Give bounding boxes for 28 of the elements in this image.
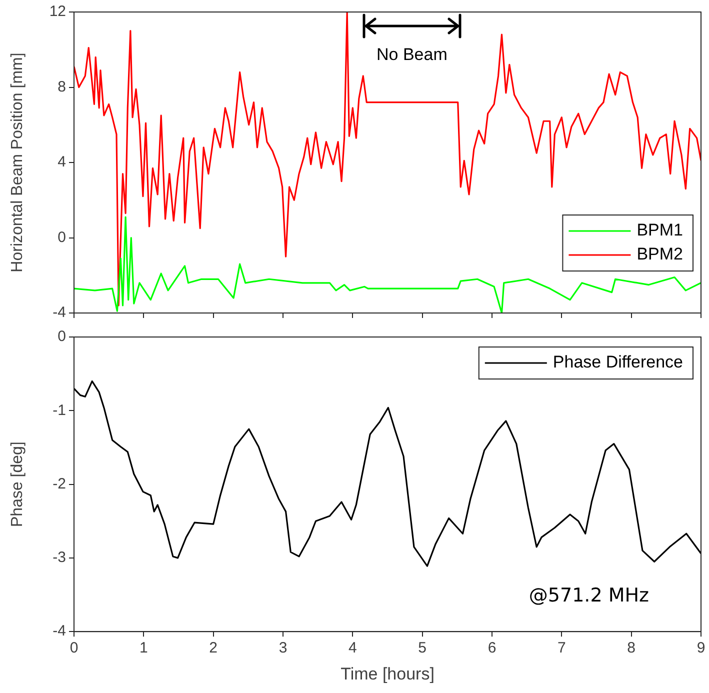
- legend-label: BPM1: [636, 220, 684, 240]
- x-tick-label: 7: [557, 640, 566, 657]
- annotation: @571.2 MHz: [528, 584, 650, 607]
- y-tick-label: -4: [52, 622, 66, 640]
- y-tick-label: 4: [58, 154, 66, 171]
- legend-label: Phase Difference: [552, 352, 684, 372]
- x-tick-label: 1: [139, 640, 148, 657]
- y-axis-title: Horizontal Beam Position [mm]: [9, 52, 26, 272]
- x-tick-label: 6: [488, 640, 496, 657]
- annotation: No Beam: [376, 45, 448, 64]
- x-tick-label: 0: [70, 640, 78, 657]
- y-tick-label: 0: [58, 328, 66, 346]
- x-tick-label: 4: [348, 640, 357, 657]
- x-tick-label: 3: [278, 640, 288, 657]
- y-tick-label: -1: [52, 402, 66, 419]
- x-tick-label: 2: [209, 640, 218, 657]
- x-axis-title: Time [hours]: [340, 664, 434, 684]
- y-axis-title: Phase [deg]: [9, 442, 26, 528]
- legend-label: BPM2: [636, 244, 684, 264]
- y-tick-label: 0: [58, 228, 66, 246]
- x-tick-label: 5: [418, 640, 427, 657]
- y-tick-label: -4: [52, 304, 66, 322]
- x-tick-label: 9: [696, 640, 706, 657]
- y-tick-label: -2: [52, 475, 66, 492]
- y-tick-label: -3: [52, 549, 66, 566]
- y-tick-label: 8: [58, 78, 66, 96]
- x-tick-label: 8: [627, 640, 636, 657]
- y-tick-label: 12: [49, 3, 66, 20]
